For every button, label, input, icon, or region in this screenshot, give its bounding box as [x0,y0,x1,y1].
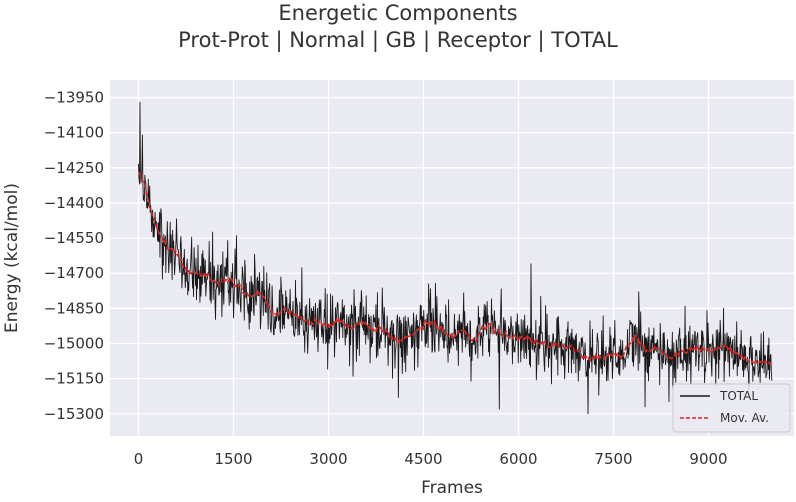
x-tick-label: 1500 [214,450,252,468]
legend: TOTAL Mov. Av. [672,383,791,433]
x-tick-label: 6000 [499,450,537,468]
x-tick-label: 4500 [404,450,442,468]
y-tick-label: −15150 [44,370,104,388]
series-mov-av-line [138,171,773,366]
legend-label-total: TOTAL [719,389,758,403]
chart-subtitle: Prot-Prot | Normal | GB | Receptor | TOT… [178,28,618,53]
x-tick-label: 9000 [689,450,727,468]
gridlines [110,80,794,436]
y-tick-label: −15000 [44,334,104,352]
x-axis-label: Frames [421,478,483,498]
plot-area [110,80,794,436]
y-tick-label: −15300 [44,405,104,423]
y-tick-label: −14100 [44,124,104,142]
x-tick-label: 3000 [309,450,347,468]
x-tick-label: 0 [134,450,144,468]
y-tick-label: −14250 [44,159,104,177]
y-tick-label: −14550 [44,229,104,247]
y-tick-label: −14850 [44,299,104,317]
y-tick-label: −14700 [44,264,104,282]
y-tick-label: −13950 [44,89,104,107]
series-total-line [138,101,773,415]
legend-label-mov-av: Mov. Av. [720,411,769,425]
series-layer [138,101,773,415]
x-tick-label: 7500 [594,450,632,468]
y-axis-label: Energy (kcal/mol) [2,183,22,333]
tick-labels: 0 1500 3000 4500 6000 7500 9000 −13950 −14100 −14… [44,89,728,468]
chart-title: Energetic Components [278,1,517,25]
y-tick-label: −14400 [44,194,104,212]
